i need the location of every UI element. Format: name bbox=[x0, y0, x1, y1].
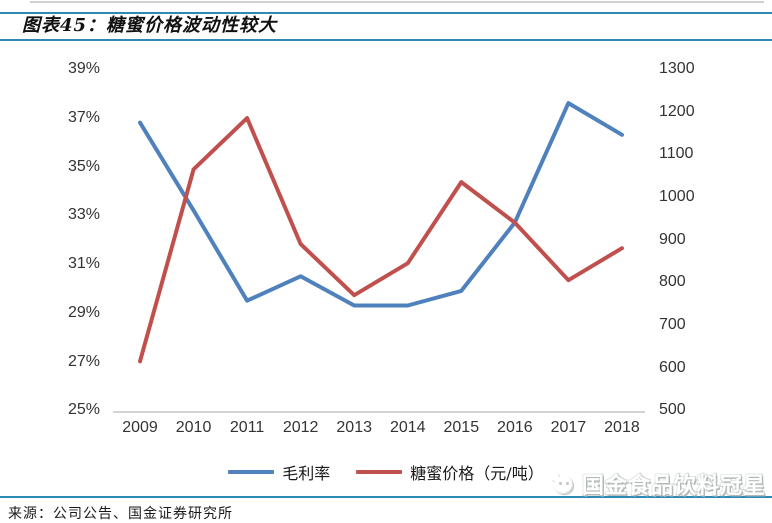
y-axis-right-tick-label: 900 bbox=[659, 230, 686, 248]
y-axis-left-tick-label: 29% bbox=[67, 303, 100, 321]
x-axis-tick-label: 2012 bbox=[282, 419, 319, 436]
y-axis-right-tick-label: 600 bbox=[659, 358, 686, 376]
molasses-price-legend-line-icon bbox=[356, 470, 403, 474]
y-axis-left-tick-label: 25% bbox=[67, 401, 100, 419]
y-axis-left-tick-label: 35% bbox=[67, 157, 100, 175]
x-axis-tick-label: 2016 bbox=[497, 419, 533, 436]
legend-label-molasses-price: 糖蜜价格（元/吨） bbox=[410, 464, 544, 483]
chart-legend: 毛利率 糖蜜价格（元/吨） bbox=[0, 460, 772, 484]
header-rule-bottom bbox=[0, 39, 772, 41]
legend-item-gross-margin: 毛利率 bbox=[228, 460, 330, 484]
x-axis-tick-label: 2011 bbox=[229, 419, 265, 436]
footer-rule bbox=[0, 496, 772, 498]
y-axis-right-tick-label: 1100 bbox=[659, 145, 694, 163]
legend-item-molasses-price: 糖蜜价格（元/吨） bbox=[356, 460, 544, 484]
y-axis-right-tick-label: 500 bbox=[659, 401, 686, 419]
y-axis-left-tick-label: 31% bbox=[67, 255, 100, 273]
x-axis-tick-label: 2013 bbox=[336, 419, 372, 436]
y-axis-left-tick-label: 37% bbox=[67, 108, 100, 126]
x-axis-tick-label: 2014 bbox=[389, 419, 426, 436]
x-axis-tick-label: 2009 bbox=[122, 419, 158, 436]
y-axis-right-tick-label: 700 bbox=[659, 316, 686, 334]
y-axis-left-tick-label: 39% bbox=[67, 60, 100, 77]
brand-logo-icon bbox=[549, 472, 576, 496]
watermark-text: 国金食品饮料冠星 bbox=[581, 473, 766, 498]
watermark-badge: 国金食品饮料冠星 bbox=[549, 468, 766, 500]
gross-margin-legend-line-icon bbox=[228, 470, 275, 474]
x-axis-tick-label: 2010 bbox=[175, 419, 212, 436]
y-axis-right-tick-label: 800 bbox=[659, 273, 686, 291]
y-axis-left-tick-label: 33% bbox=[67, 206, 100, 224]
y-axis-left-tick-label: 27% bbox=[67, 352, 100, 370]
x-axis-tick-label: 2017 bbox=[550, 419, 587, 436]
x-axis-tick-label: 2015 bbox=[443, 419, 480, 436]
y-axis-right-tick-label: 1300 bbox=[659, 60, 695, 77]
y-axis-right-tick-label: 1200 bbox=[659, 102, 695, 120]
top-border-line bbox=[30, 1, 764, 3]
x-axis-tick-label: 2018 bbox=[604, 419, 640, 436]
chart-title: 图表45：糖蜜价格波动性较大 bbox=[22, 15, 278, 36]
legend-label-gross-margin: 毛利率 bbox=[282, 464, 331, 483]
header-rule-top bbox=[0, 12, 772, 14]
source-note: 来源：公司公告、国金证券研究所 bbox=[8, 506, 233, 522]
gross-margin-line bbox=[138, 101, 624, 308]
y-axis-right-tick-label: 1000 bbox=[659, 188, 695, 206]
molasses-price-line bbox=[138, 116, 624, 364]
